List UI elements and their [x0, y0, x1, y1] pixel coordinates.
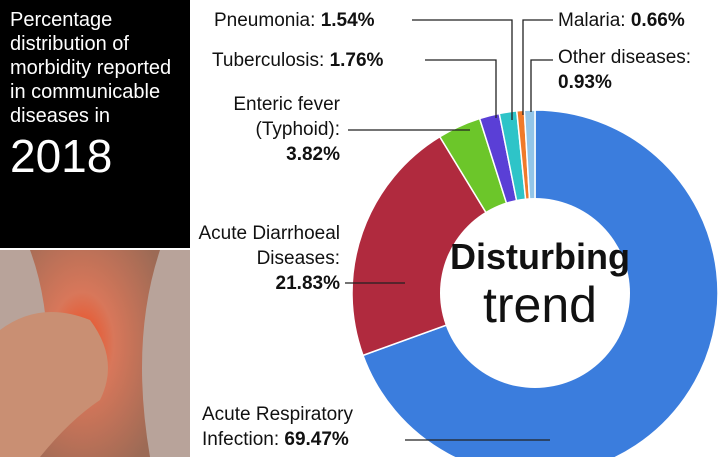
slice-name: Pneumonia: — [214, 10, 316, 31]
leader-line — [530, 59, 553, 112]
donut-hole — [440, 198, 630, 388]
title-panel: Percentage distribution of morbidity rep… — [0, 0, 190, 248]
center-text: Disturbing — [450, 236, 630, 277]
year: 2018 — [10, 130, 113, 182]
value-label: 69.47% — [284, 429, 349, 450]
slice-name: Other diseases: — [558, 47, 692, 68]
value-label: 21.83% — [275, 273, 340, 294]
slice-name: Malaria: — [558, 10, 626, 31]
slice-label: Acute Diarrhoeal Diseases: 21.83% — [195, 221, 340, 296]
value-label: 1.54% — [320, 10, 375, 31]
photo-hand — [0, 312, 108, 457]
slice-name: Acute Diarrhoeal Diseases: — [198, 223, 340, 269]
value-label: 1.76% — [329, 50, 384, 71]
slice-label: Enteric fever (Typhoid): 3.82% — [220, 92, 340, 167]
slice-label: Other diseases: 0.93% — [558, 45, 726, 95]
value-label: 3.82% — [286, 144, 340, 165]
slice-label: Malaria: 0.66% — [558, 8, 728, 33]
title: Percentage distribution of morbidity rep… — [10, 9, 172, 127]
value-label: 0.93% — [558, 72, 612, 93]
leader-line — [412, 19, 513, 120]
slice-name: Tuberculosis: — [212, 50, 325, 71]
slice-name: Enteric fever (Typhoid): — [233, 94, 340, 140]
slice-label: Tuberculosis: 1.76% — [212, 48, 442, 73]
value-label: 0.66% — [630, 10, 685, 31]
leader-line — [522, 19, 553, 115]
leader-lines — [345, 19, 553, 441]
slice-name: Acute Respiratory Infection: — [202, 404, 354, 450]
leader-line — [425, 59, 497, 118]
slice-label: Pneumonia: 1.54% — [214, 8, 444, 33]
slice-label: Acute Respiratory Infection: 69.47% — [202, 402, 407, 452]
center-text: trend — [483, 277, 597, 333]
